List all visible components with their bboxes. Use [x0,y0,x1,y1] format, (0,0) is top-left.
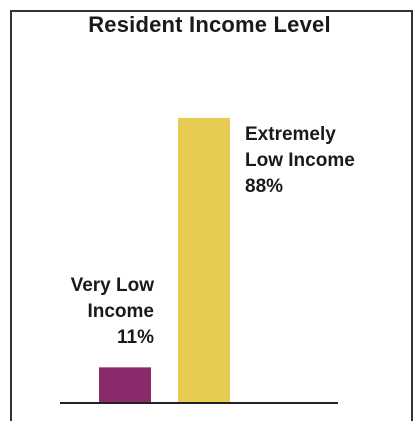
chart-title: Resident Income Level [88,12,331,37]
bars-group [99,117,230,403]
data-label-2-line-1: Extremely [245,124,336,145]
data-label-2-line-2: Low Income [245,150,355,171]
data-label-1-line-1: Very Low [71,275,155,296]
data-label-2-line-3: 88% [245,176,283,197]
bar-very-low-income [99,367,151,403]
data-label-1-line-2: Income [87,301,154,322]
bar-extremely-low-income [178,117,230,403]
data-label-1-line-3: 11% [117,327,154,348]
data-labels-group: Very Low Income 11% Extremely Low Income 88% [71,124,355,348]
